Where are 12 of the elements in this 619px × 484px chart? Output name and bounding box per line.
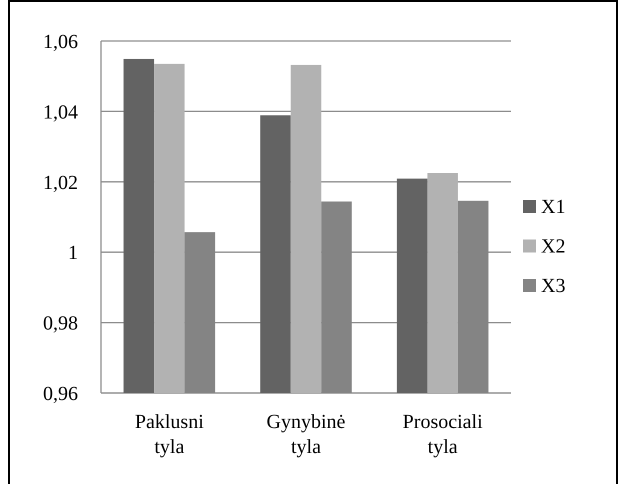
x-tick-label: Gynybinė tyla: [266, 411, 346, 458]
y-tick-label: 0,98: [43, 312, 78, 335]
x-tick-label: Paklusni tyla: [134, 411, 204, 458]
x-tick-label: Prosociali tyla: [402, 411, 484, 458]
y-tick-label: 0,96: [43, 383, 78, 405]
legend-label: X3: [541, 275, 566, 297]
y-tick-label: 1,04: [43, 101, 78, 124]
legend-label: X1: [541, 196, 566, 218]
y-tick-label: 1: [68, 242, 78, 264]
y-tick-label: 1,02: [43, 172, 78, 194]
legend-label: X2: [541, 236, 566, 258]
y-tick-label: 1,06: [43, 31, 78, 53]
